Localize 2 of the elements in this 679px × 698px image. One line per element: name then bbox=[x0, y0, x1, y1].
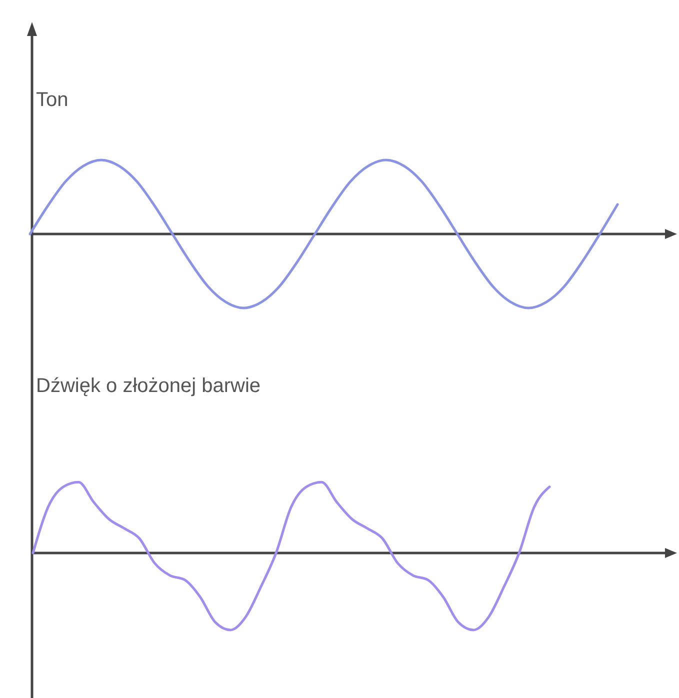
chart-title: Ton bbox=[36, 89, 68, 111]
chart-title: Dźwięk o złożonej barwie bbox=[36, 375, 261, 397]
